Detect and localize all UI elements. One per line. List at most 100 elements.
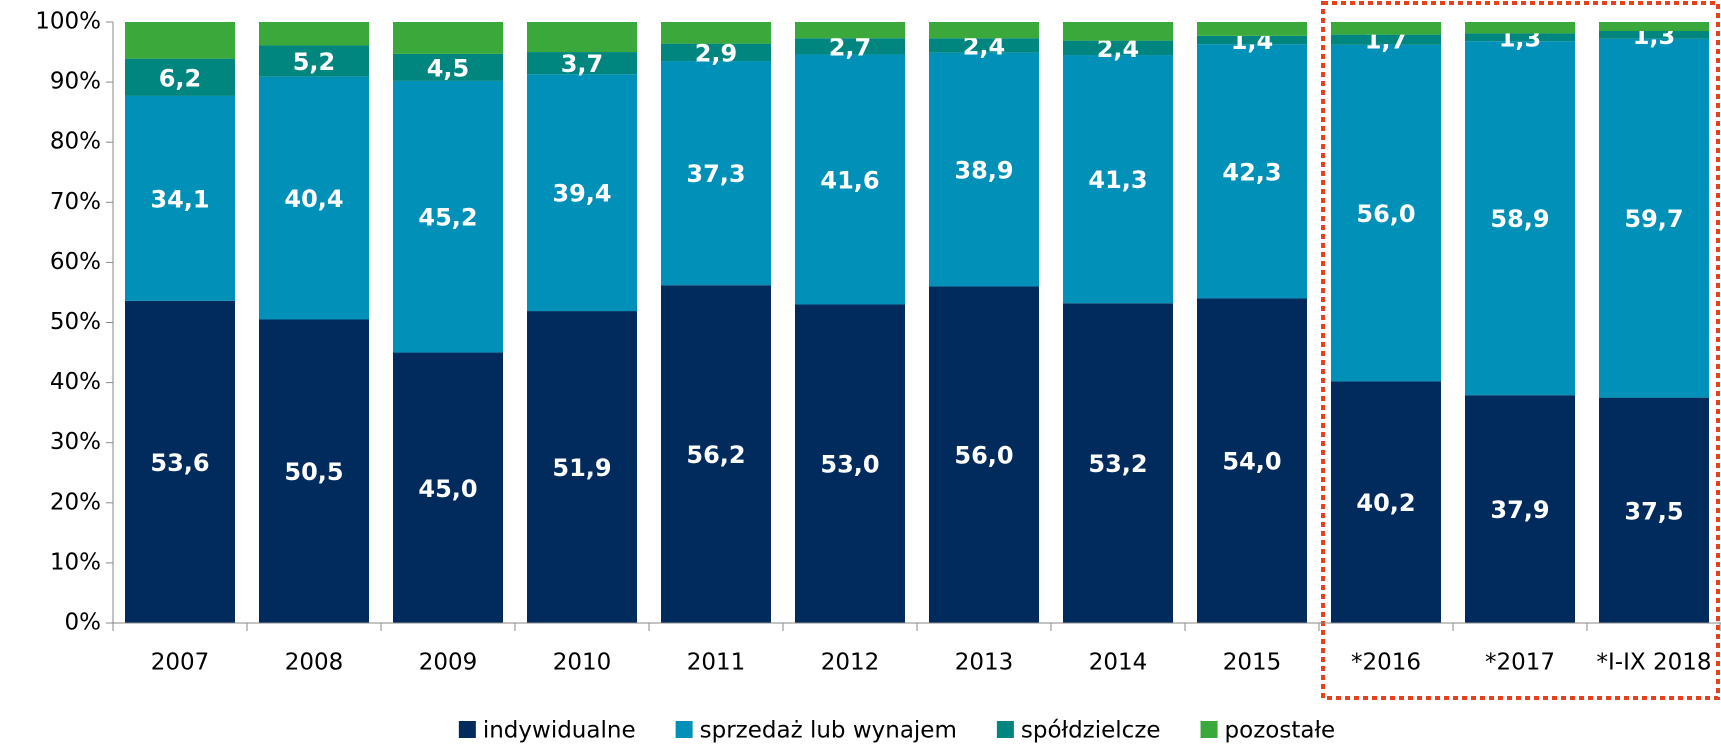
bar-segment — [527, 22, 637, 53]
bar-segment — [1465, 33, 1575, 42]
data-label: 53,2 — [1088, 450, 1147, 478]
y-tick-label: 60% — [50, 249, 101, 275]
data-label: 58,9 — [1490, 205, 1549, 233]
x-tick-label: 2012 — [821, 650, 880, 676]
legend-label: pozostałe — [1225, 718, 1336, 744]
bar-segment — [929, 52, 1039, 287]
bar-segment — [125, 300, 235, 623]
data-label: 40,4 — [284, 185, 343, 213]
bar-segment — [527, 52, 637, 75]
data-label: 56,0 — [954, 442, 1013, 470]
x-tick-label: 2010 — [553, 650, 612, 676]
x-tick-label: 2008 — [285, 650, 344, 676]
bar-segment — [1063, 40, 1173, 56]
bar-segment — [795, 304, 905, 623]
data-label: 37,5 — [1624, 497, 1683, 525]
data-label: 34,1 — [150, 185, 209, 213]
x-tick-label: 2009 — [419, 650, 478, 676]
data-label: 37,9 — [1490, 496, 1549, 524]
bar-segment — [259, 76, 369, 320]
y-tick-label: 20% — [50, 489, 101, 515]
bar-segment — [527, 311, 637, 623]
bar-segment — [795, 54, 905, 305]
legend-label: indywidualne — [483, 718, 636, 744]
bar-segment — [661, 285, 771, 623]
x-tick-label: 2015 — [1223, 650, 1282, 676]
x-tick-label: 2011 — [687, 650, 746, 676]
bar-segment — [1599, 31, 1709, 39]
bar-segment — [1465, 395, 1575, 623]
bar-segment — [125, 22, 235, 59]
bar-segment — [1063, 303, 1173, 623]
bar-segment — [1197, 22, 1307, 36]
data-label: 6,2 — [159, 64, 202, 92]
bar-segment — [1197, 35, 1307, 45]
data-label: 59,7 — [1624, 205, 1683, 233]
data-label: 2,9 — [695, 39, 738, 67]
bar-segment — [1599, 22, 1709, 32]
bar-segment — [1331, 22, 1441, 35]
bar-segment — [1331, 44, 1441, 382]
data-label: 39,4 — [552, 180, 611, 208]
data-label: 5,2 — [293, 48, 336, 76]
bar-segment — [661, 43, 771, 62]
bar-segment — [1465, 41, 1575, 396]
data-label: 45,0 — [418, 475, 477, 503]
data-label: 56,2 — [686, 441, 745, 469]
y-tick-label: 50% — [50, 309, 101, 335]
data-label: 50,5 — [284, 458, 343, 486]
x-tick-label: *2016 — [1351, 650, 1421, 676]
data-label: 53,0 — [820, 451, 879, 479]
highlight-box — [1321, 1, 1720, 700]
legend-swatch — [458, 721, 476, 738]
data-label: 40,2 — [1356, 489, 1415, 517]
data-label: 51,9 — [552, 454, 611, 482]
data-label: 4,5 — [427, 54, 470, 82]
bar-segment — [1465, 22, 1575, 34]
bar-segment — [1599, 38, 1709, 398]
bar-segment — [661, 61, 771, 286]
bar-segment — [1331, 381, 1441, 623]
bar-segment — [1197, 298, 1307, 623]
bar-segment — [393, 352, 503, 623]
legend-swatch — [675, 721, 693, 738]
bar-segment — [1197, 44, 1307, 299]
legend-swatch — [1200, 721, 1218, 738]
bar-segment — [795, 38, 905, 55]
bar-segment — [259, 22, 369, 46]
y-tick-label: 70% — [50, 189, 101, 215]
y-tick-label: 40% — [50, 369, 101, 395]
bar-segment — [1063, 55, 1173, 304]
data-label: 41,6 — [820, 166, 879, 194]
bar-segment — [1331, 34, 1441, 45]
data-label: 41,3 — [1088, 166, 1147, 194]
y-tick-label: 80% — [50, 129, 101, 155]
legend-label: sprzedaż lub wynajem — [700, 718, 957, 744]
bar-segment — [393, 53, 503, 81]
legend-label: spółdzielcze — [1021, 718, 1161, 744]
x-tick-label: *2017 — [1485, 650, 1555, 676]
bar-segment — [125, 95, 235, 301]
bar-segment — [661, 22, 771, 44]
y-tick-label: 10% — [50, 549, 101, 575]
data-label: 45,2 — [418, 204, 477, 232]
data-label: 38,9 — [954, 157, 1013, 185]
data-label: 54,0 — [1222, 448, 1281, 476]
data-label: 42,3 — [1222, 158, 1281, 186]
data-label: 37,3 — [686, 160, 745, 188]
bar-segment — [929, 38, 1039, 53]
data-label: 3,7 — [561, 50, 604, 78]
y-tick-label: 100% — [35, 9, 101, 35]
legend-swatch — [996, 721, 1014, 738]
bar-segment — [393, 80, 503, 353]
y-tick-label: 30% — [50, 429, 101, 455]
bar-segment — [1063, 22, 1173, 41]
bar-segment — [929, 286, 1039, 623]
y-tick-label: 90% — [50, 69, 101, 95]
bar-segment — [259, 45, 369, 77]
bar-segment — [1599, 397, 1709, 623]
bar-segment — [795, 22, 905, 39]
bar-segment — [125, 58, 235, 96]
bar-segment — [929, 22, 1039, 39]
